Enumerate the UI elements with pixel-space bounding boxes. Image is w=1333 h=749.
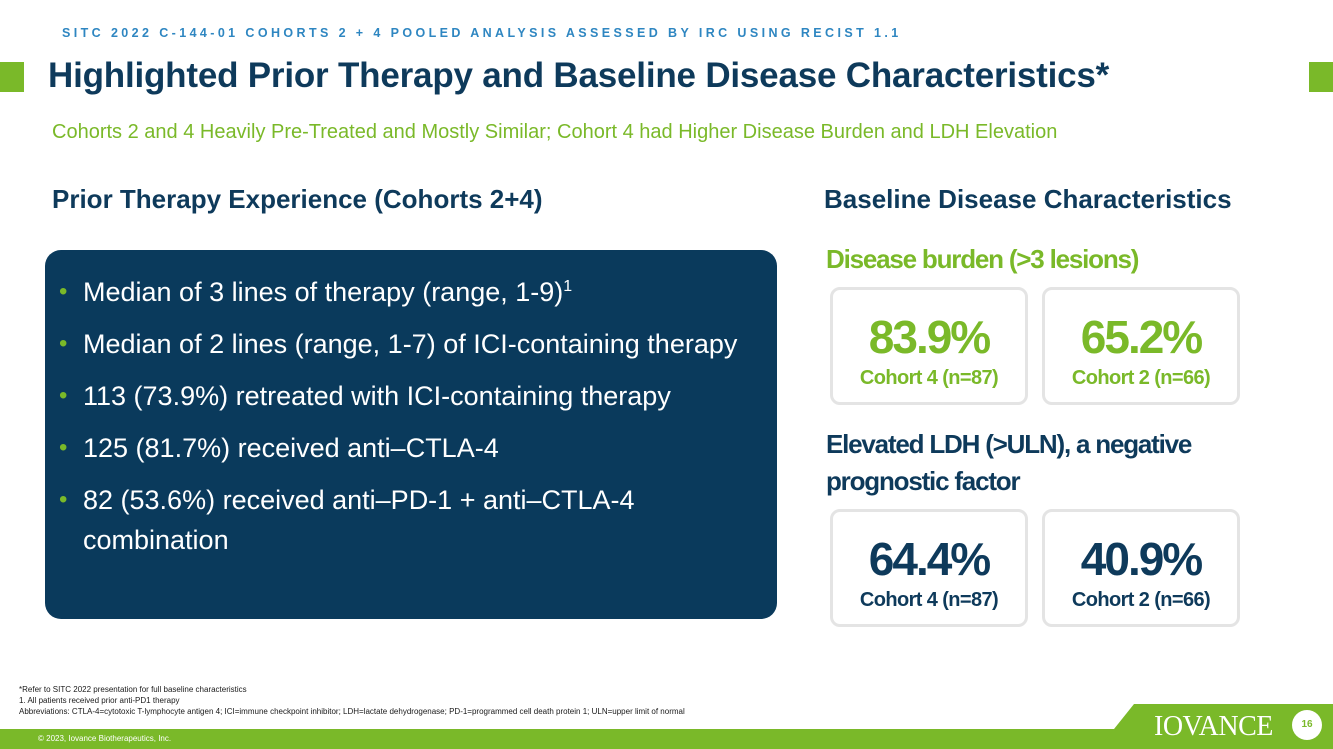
footnote-line: Abbreviations: CTLA-4=cytotoxic T-lympho… [19, 707, 685, 716]
right-accent-bar [1309, 62, 1333, 92]
left-accent-bar [0, 62, 24, 92]
list-item: • 82 (53.6%) received anti–PD-1 + anti–C… [57, 480, 769, 560]
copyright: © 2023, Iovance Biotherapeutics, Inc. [38, 734, 172, 743]
disease-burden-cohort2-card: 65.2% Cohort 2 (n=66) [1042, 287, 1240, 405]
bullet-icon: • [59, 434, 68, 461]
stat-value: 64.4% [868, 533, 991, 585]
prior-therapy-list: • Median of 3 lines of therapy (range, 1… [57, 272, 769, 572]
page-number: 16 [1292, 710, 1322, 740]
bullet-text: Median of 3 lines of therapy (range, 1-9… [83, 277, 564, 307]
iovance-logo: IOVANCE [1154, 711, 1273, 742]
bullet-icon: • [59, 382, 68, 409]
stat-label: Cohort 4 (n=87) [859, 367, 999, 389]
page-subtitle: Cohorts 2 and 4 Heavily Pre-Treated and … [52, 121, 1058, 143]
footnotes: *Refer to SITC 2022 presentation for ful… [19, 684, 685, 717]
list-item: • 113 (73.9%) retreated with ICI-contain… [57, 376, 769, 416]
footer-bar [0, 729, 1333, 749]
prior-therapy-panel: • Median of 3 lines of therapy (range, 1… [45, 250, 777, 619]
page-title: Highlighted Prior Therapy and Baseline D… [48, 56, 1110, 95]
footnote-ref: 1 [563, 278, 573, 295]
disease-burden-label: Disease burden (>3 lesions) [826, 244, 1139, 274]
stat-value: 83.9% [868, 311, 991, 363]
list-item: • Median of 3 lines of therapy (range, 1… [57, 272, 769, 312]
bullet-text: Median of 2 lines (range, 1-7) of ICI-co… [83, 329, 738, 359]
stat-label: Cohort 2 (n=66) [1071, 367, 1211, 389]
list-item: • 125 (81.7%) received anti–CTLA-4 [57, 428, 769, 468]
ldh-label: Elevated LDH (>ULN), a negative prognost… [826, 429, 1192, 496]
bullet-text: 82 (53.6%) received anti–PD-1 + anti–CTL… [83, 485, 635, 555]
disease-burden-cohort4-card: 83.9% Cohort 4 (n=87) [830, 287, 1028, 405]
bullet-icon: • [59, 330, 68, 357]
stat-label: Cohort 4 (n=87) [859, 589, 999, 611]
prior-therapy-heading: Prior Therapy Experience (Cohorts 2+4) [52, 184, 543, 214]
stat-label: Cohort 2 (n=66) [1071, 589, 1211, 611]
bullet-icon: • [59, 486, 68, 513]
stat-value: 65.2% [1080, 311, 1203, 363]
ldh-cohort4-card: 64.4% Cohort 4 (n=87) [830, 509, 1028, 627]
footnote-line: *Refer to SITC 2022 presentation for ful… [19, 685, 247, 694]
stat-value: 40.9% [1080, 533, 1203, 585]
list-item: • Median of 2 lines (range, 1-7) of ICI-… [57, 324, 769, 364]
bullet-icon: • [59, 278, 68, 305]
baseline-heading: Baseline Disease Characteristics [824, 184, 1232, 214]
footnote-line: 1. All patients received prior anti-PD1 … [19, 696, 180, 705]
bullet-text: 125 (81.7%) received anti–CTLA-4 [83, 433, 499, 463]
header-kicker: SITC 2022 C-144-01 COHORTS 2 + 4 POOLED … [62, 26, 902, 40]
ldh-cohort2-card: 40.9% Cohort 2 (n=66) [1042, 509, 1240, 627]
bullet-text: 113 (73.9%) retreated with ICI-containin… [83, 381, 671, 411]
